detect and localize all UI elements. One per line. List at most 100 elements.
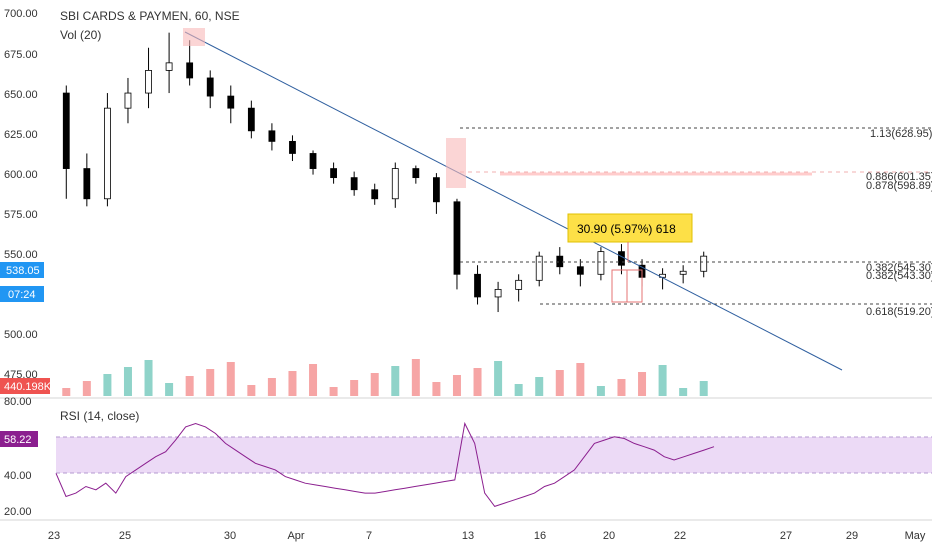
volume-bar xyxy=(82,381,91,396)
volume-bar xyxy=(555,370,564,396)
candle-body xyxy=(556,255,564,268)
time-tick: 30 xyxy=(224,530,236,542)
chart-title: SBI CARDS & PAYMEN, 60, NSE xyxy=(60,9,240,23)
volume-bar xyxy=(62,388,71,396)
candle-body xyxy=(330,168,337,179)
volume-bar xyxy=(123,367,132,396)
volume-bar xyxy=(309,364,318,396)
candle-body xyxy=(227,95,235,109)
rsi-tick-40: 40.00 xyxy=(4,470,32,482)
fib-labels: 1.13(628.95) 0.886(601.35) 0.878(598.89)… xyxy=(866,128,932,318)
candle-body xyxy=(494,288,502,298)
volume-label: Vol (20) xyxy=(60,28,101,42)
volume-bar xyxy=(247,385,256,396)
highlight-box-left xyxy=(183,28,205,46)
candles xyxy=(62,32,708,313)
volume-bar xyxy=(206,369,215,396)
fib-label-0382-b: 0.382(543.30) xyxy=(866,270,932,282)
candle-body xyxy=(700,255,708,272)
fib-label-113: 1.13(628.95) xyxy=(870,128,932,140)
candle-body xyxy=(124,92,132,109)
volume-bar xyxy=(329,387,338,396)
price-tick: 650.00 xyxy=(4,89,38,101)
volume-bar xyxy=(638,372,647,396)
volume-bar xyxy=(103,374,112,396)
rsi-badge-bg xyxy=(0,431,38,447)
volume-bar xyxy=(350,380,359,396)
price-tick: 600.00 xyxy=(4,169,38,181)
time-tick: 25 xyxy=(119,530,131,542)
candle-body xyxy=(474,273,481,298)
candle-body xyxy=(268,130,276,142)
countdown-badge: 07:24 xyxy=(8,289,36,301)
measure-label: 30.90 (5.97%) 618 xyxy=(577,222,676,236)
price-tick: 625.00 xyxy=(4,129,38,141)
volume-bar xyxy=(658,365,667,396)
candle-body xyxy=(247,107,255,132)
candle-body xyxy=(350,177,358,191)
candle-body xyxy=(412,168,420,179)
fib-label-0886: 0.886(601.35) xyxy=(866,171,932,183)
time-tick: 13 xyxy=(462,530,474,542)
volume-bar xyxy=(144,360,153,396)
rsi-badge: 58.22 xyxy=(4,434,32,446)
volume-bar xyxy=(226,362,235,396)
candle-body xyxy=(83,168,91,200)
candle-body xyxy=(165,62,173,71)
price-tick: 575.00 xyxy=(4,209,38,221)
time-tick: 7 xyxy=(366,530,372,542)
volume-badge: 440.198K xyxy=(4,381,52,393)
volume-bar xyxy=(452,375,461,396)
candle-body xyxy=(145,70,152,94)
volume-bars xyxy=(62,359,708,396)
candle-body xyxy=(186,62,194,79)
volume-bar xyxy=(185,376,194,396)
trendline xyxy=(184,31,843,371)
candle-body xyxy=(453,201,461,275)
candle-body xyxy=(289,140,296,154)
volume-bar xyxy=(391,366,400,396)
price-tick: 700.00 xyxy=(4,8,38,20)
candle-body xyxy=(433,177,440,203)
price-axis: 700.00 675.00 650.00 625.00 600.00 575.00 550.… xyxy=(4,8,38,381)
time-tick: 20 xyxy=(603,530,615,542)
measure-annotation[interactable]: 30.90 (5.97%) 618 xyxy=(567,213,693,262)
rsi-tick-20: 20.00 xyxy=(4,506,32,518)
volume-bar xyxy=(535,377,544,396)
candle-body xyxy=(576,266,584,275)
rsi-band xyxy=(56,437,932,473)
volume-bar xyxy=(679,388,688,396)
volume-bar xyxy=(514,384,523,396)
volume-bar xyxy=(576,363,585,396)
rsi-tick-80: 80.00 xyxy=(4,396,32,408)
candle-body xyxy=(679,270,687,275)
volume-bar xyxy=(617,379,626,396)
time-tick: 22 xyxy=(674,530,686,542)
candle-body xyxy=(309,153,317,169)
volume-bar xyxy=(288,371,297,396)
candle-body xyxy=(597,251,605,275)
volume-bar xyxy=(432,382,441,396)
fib-label-0618: 0.618(519.20) xyxy=(866,306,932,318)
time-tick: 27 xyxy=(780,530,792,542)
price-badge: 538.05 xyxy=(6,265,40,277)
time-tick: 16 xyxy=(534,530,546,542)
measure-box xyxy=(567,213,693,243)
volume-bar xyxy=(699,381,708,396)
rsi-panel: 80.00 40.00 20.00 58.22 RSI (14, close) xyxy=(0,396,932,518)
volume-bar xyxy=(370,373,379,396)
highlight-box-mid xyxy=(446,138,466,188)
price-tick: 500.00 xyxy=(4,329,38,341)
time-axis: 23 25 30 Apr 7 13 16 20 22 27 29 May xyxy=(48,530,926,542)
volume-bar xyxy=(411,359,420,396)
candle-body xyxy=(515,279,523,290)
volume-bar xyxy=(165,383,174,396)
price-badge-bg xyxy=(0,262,44,278)
volume-bar xyxy=(596,386,605,396)
rsi-line xyxy=(55,421,715,507)
price-tick: 675.00 xyxy=(4,49,38,61)
volume-bar xyxy=(473,368,482,396)
candle-body xyxy=(391,168,399,200)
